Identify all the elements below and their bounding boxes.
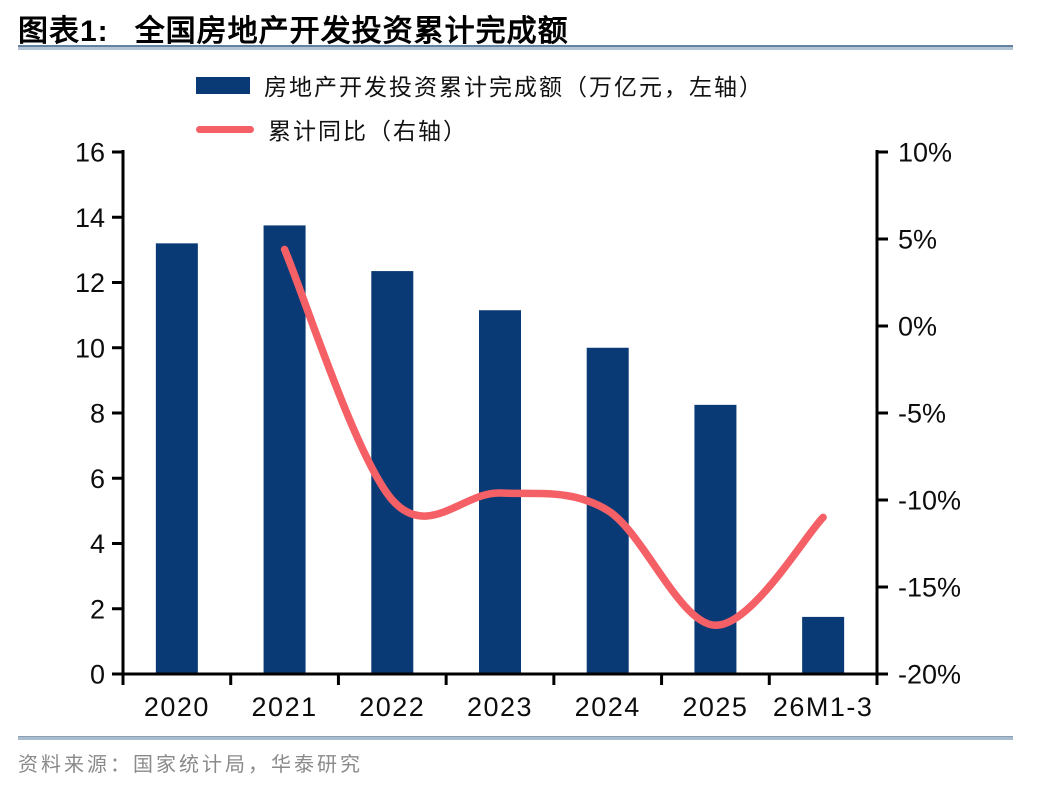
chart-legend: 房地产开发投资累计完成额（万亿元，左轴） 累计同比（右轴）: [196, 70, 764, 144]
bar-series-label: 房地产开发投资累计完成额（万亿元，左轴）: [264, 74, 764, 100]
right-axis-label--5%: -5%: [898, 399, 946, 429]
bar-2020: [155, 243, 198, 674]
bar-series-swatch: [196, 76, 250, 94]
title-divider: [18, 45, 1013, 50]
left-axis-label-0: 0: [90, 660, 105, 690]
left-axis-label-6: 6: [90, 464, 105, 494]
right-axis-label--10%: -10%: [898, 486, 961, 516]
right-axis-label-5%: 5%: [898, 225, 937, 255]
x-axis-label-2021: 2021: [252, 692, 318, 722]
line-series-label: 累计同比（右轴）: [268, 118, 468, 144]
x-axis-label-2025: 2025: [682, 692, 748, 722]
x-axis-label-2023: 2023: [467, 692, 533, 722]
legend-item-bar-series: 房地产开发投资累计完成额（万亿元，左轴）: [196, 70, 764, 100]
right-axis-label--15%: -15%: [898, 573, 961, 603]
left-axis-label-10: 10: [75, 333, 105, 363]
figure-header: 图表1: 全国房地产开发投资累计完成额: [18, 6, 569, 50]
right-axis-label--20%: -20%: [898, 660, 961, 690]
source-note: 资料来源：国家统计局，华泰研究: [18, 748, 363, 777]
source-text: 国家统计局，华泰研究: [133, 754, 363, 776]
page-title: 全国房地产开发投资累计完成额: [134, 15, 569, 48]
x-axis-label-2024: 2024: [575, 692, 641, 722]
left-axis-label-8: 8: [90, 399, 105, 429]
figure-label: 图表1:: [18, 15, 109, 48]
left-axis-label-12: 12: [75, 268, 105, 298]
bar-26M1-3: [802, 616, 845, 674]
left-axis-label-14: 14: [75, 203, 105, 233]
footer-divider: [18, 736, 1013, 740]
right-axis-label-10%: 10%: [898, 138, 952, 168]
bar-2025: [694, 404, 737, 674]
line-series-swatch: [196, 125, 254, 133]
x-axis-label-26M1-3: 26M1-3: [773, 692, 874, 722]
x-axis-label-2020: 2020: [144, 692, 210, 722]
bar-2021: [263, 225, 306, 674]
x-axis-label-2022: 2022: [359, 692, 425, 722]
left-axis-label-2: 2: [90, 594, 105, 624]
left-axis-label-16: 16: [75, 138, 105, 168]
left-axis-label-4: 4: [90, 529, 105, 559]
source-label: 资料来源：: [18, 754, 133, 776]
right-axis-label-0%: 0%: [898, 312, 937, 342]
yoy-line: [280, 245, 827, 630]
legend-item-line-series: 累计同比（右轴）: [196, 114, 764, 144]
